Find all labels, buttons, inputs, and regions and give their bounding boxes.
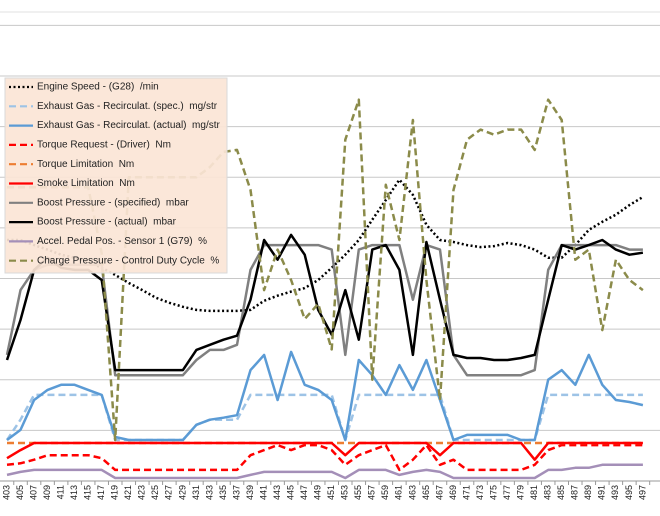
x-tick-label: 431	[191, 485, 201, 500]
x-tick-label: 425	[150, 485, 160, 500]
x-tick-label: 407	[28, 485, 38, 500]
x-tick-label: 441	[258, 485, 268, 500]
series-line	[7, 98, 644, 442]
series-line	[6, 350, 644, 442]
legend-box	[4, 77, 228, 274]
series-line	[5, 393, 643, 442]
x-tick-label: 443	[272, 485, 282, 500]
legend-label: Torque Limitation Nm	[37, 159, 134, 170]
x-tick-label: 421	[123, 485, 133, 500]
x-tick-label: 405	[15, 485, 25, 500]
x-tick-label: 465	[421, 485, 431, 500]
legend-label: Boost Pressure - (specified) mbar	[37, 197, 189, 208]
x-tick-label: 483	[543, 485, 553, 500]
x-tick-label: 413	[69, 485, 79, 500]
x-tick-label: 469	[448, 485, 458, 500]
x-tick-label: 449	[313, 485, 323, 500]
x-tick-label: 427	[164, 485, 174, 500]
x-tick-label: 459	[380, 485, 390, 500]
plot-area: 403 405 407 409 411 413 415 417 419 421 423 425 427 4…	[0, 24, 660, 500]
legend: Engine Speed - (G28) /min Exhaust Gas - R…	[4, 77, 228, 274]
x-tick-label: 487	[570, 485, 580, 500]
series-line	[6, 443, 643, 472]
x-tick-label: 451	[326, 485, 336, 500]
x-tick-label: 479	[516, 485, 526, 500]
series-line	[6, 441, 643, 461]
x-tick-label: 435	[218, 485, 228, 500]
x-tick-label: 439	[245, 485, 255, 500]
legend-label: Accel. Pedal Pos. - Sensor 1 (G79) %	[37, 236, 207, 247]
x-tick-label: 409	[42, 485, 52, 500]
legend-label: Boost Pressure - (actual) mbar	[37, 217, 177, 228]
x-tick-label: 415	[83, 485, 93, 500]
x-tick-label: 461	[394, 485, 404, 500]
x-tick-label: 467	[434, 485, 444, 500]
series-line	[7, 178, 644, 313]
x-tick-label: 457	[367, 485, 377, 500]
x-tick-label: 433	[204, 485, 214, 500]
x-tick-label: 417	[96, 485, 106, 500]
series-line	[6, 463, 643, 480]
x-tick-label: 495	[624, 485, 634, 500]
x-tick-label: 485	[556, 485, 566, 500]
x-tick-label: 481	[529, 485, 539, 500]
x-tick-label: 403	[1, 485, 11, 500]
x-tick-label: 491	[597, 485, 607, 500]
x-tick-label: 447	[299, 485, 309, 500]
legend-label: Exhaust Gas - Recirculat. (spec.) mg/str	[37, 101, 218, 112]
x-tick-label: 455	[353, 485, 363, 500]
x-tick-label: 453	[340, 485, 350, 500]
x-tick-label: 463	[407, 485, 417, 500]
legend-label: Exhaust Gas - Recirculat. (actual) mg/st…	[37, 120, 221, 131]
legend-label: Smoke Limitation Nm	[37, 178, 135, 189]
legend-label: Engine Speed - (G28) /min	[37, 82, 159, 93]
x-tick-label: 437	[231, 485, 241, 500]
x-tick-label: 445	[286, 485, 296, 500]
x-tick-label: 489	[583, 485, 593, 500]
x-tick-label: 497	[637, 485, 647, 500]
legend-label: Torque Request - (Driver) Nm	[37, 140, 171, 151]
x-tick-label: 419	[110, 485, 120, 500]
x-tick-label: 471	[461, 485, 471, 500]
legend-label: Charge Pressure - Control Duty Cycle %	[37, 255, 219, 266]
x-tick-label: 473	[475, 485, 485, 500]
x-tick-label: 429	[177, 485, 187, 500]
x-tick-label: 423	[137, 485, 147, 500]
x-tick-label: 475	[488, 485, 498, 500]
x-tick-label: 493	[610, 485, 620, 500]
x-tick-label: 411	[55, 485, 65, 499]
x-tick-label: 477	[502, 485, 512, 500]
